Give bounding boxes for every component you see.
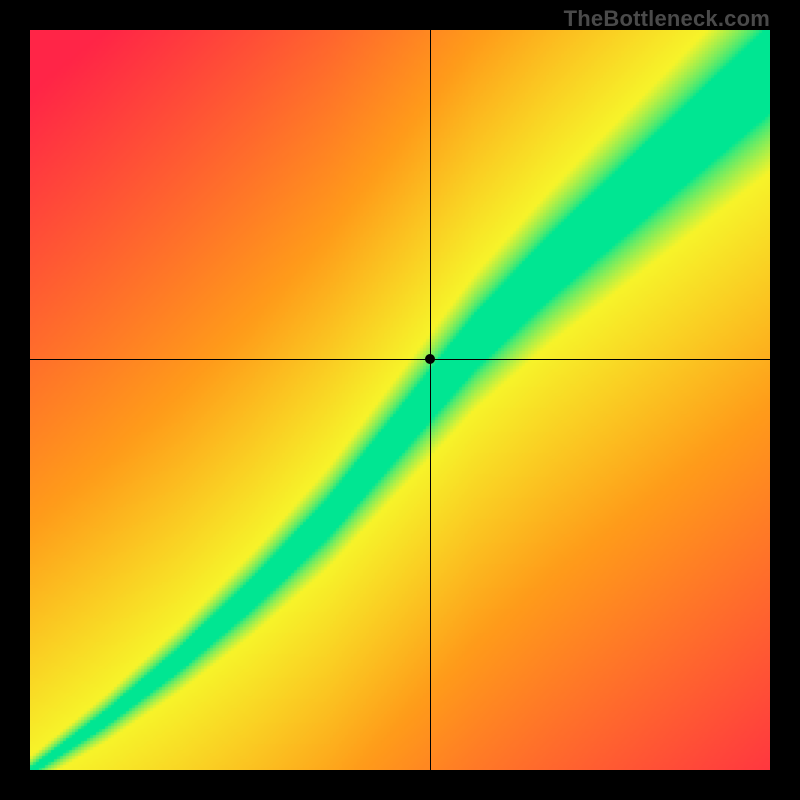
bottleneck-heatmap	[30, 30, 770, 770]
crosshair-vertical	[430, 30, 431, 770]
watermark-text: TheBottleneck.com	[564, 6, 770, 32]
crosshair-point	[425, 354, 435, 364]
heatmap-container	[30, 30, 770, 770]
crosshair-horizontal	[30, 359, 770, 360]
